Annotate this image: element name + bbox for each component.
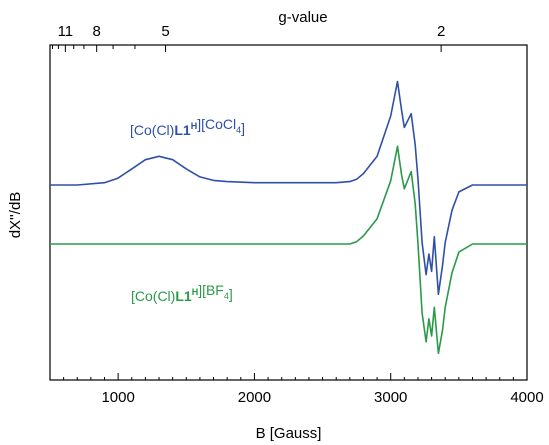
- g-value-axis-title: g-value: [278, 9, 327, 26]
- x-tick-label: 4000: [510, 389, 543, 406]
- x-axis-ticks: 1000 2000 3000 4000: [49, 243, 544, 406]
- series-label-1: [Co(Cl)L1H][CoCl4]: [130, 116, 245, 138]
- g-value-axis-ticks: 11 8 5 2: [52, 23, 445, 52]
- series-layer: [Co(Cl)L1H][CoCl4] [Co(Cl)L1H][BF4]: [50, 80, 527, 355]
- series-line-1: [50, 80, 527, 296]
- plot-frame: [49, 44, 528, 381]
- x-tick-label: 3000: [374, 389, 407, 406]
- x-tick-label: 2000: [238, 389, 271, 406]
- g-tick-label: 8: [93, 23, 101, 40]
- series-label-2: [Co(Cl)L1H][BF4]: [131, 282, 233, 304]
- y-axis-title: dX''/dB: [7, 192, 24, 239]
- x-tick-label: 1000: [101, 389, 134, 406]
- g-tick-label: 5: [161, 23, 169, 40]
- plot-border: [49, 44, 528, 381]
- x-axis-title: B [Gauss]: [256, 425, 322, 442]
- series-line-2: [50, 145, 527, 355]
- g-tick-label: 11: [58, 23, 74, 40]
- g-tick-label: 2: [437, 23, 445, 40]
